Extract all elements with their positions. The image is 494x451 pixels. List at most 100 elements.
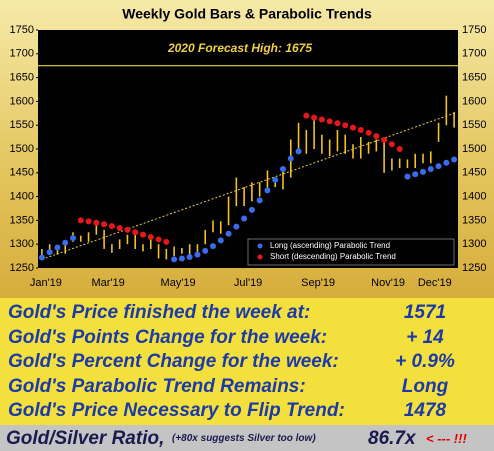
x-tick-label: May'19 <box>161 277 196 289</box>
parabolic-dot <box>77 217 84 224</box>
legend-marker <box>257 254 263 260</box>
y2-tick-label: 1350 <box>462 214 486 226</box>
parabolic-dot <box>54 244 61 251</box>
parabolic-dot <box>396 146 403 152</box>
parabolic-dot <box>412 171 419 178</box>
parabolic-dot <box>272 176 279 183</box>
legend-label: Long (ascending) Parabolic Trend <box>270 241 390 250</box>
y2-tick-label: 1250 <box>462 262 486 274</box>
parabolic-dot <box>38 254 45 261</box>
y-tick-label: 1350 <box>10 214 34 226</box>
ratio-note: (+80x suggests Silver too low) <box>172 433 316 444</box>
ratio-alert: < --- !!! <box>426 431 467 446</box>
parabolic-dot <box>202 247 209 254</box>
parabolic-dot <box>147 234 154 241</box>
plot-area <box>38 30 458 268</box>
parabolic-dot <box>124 226 131 233</box>
row-value: Long <box>401 375 449 397</box>
y2-tick-label: 1650 <box>462 72 486 84</box>
parabolic-dot <box>303 112 310 119</box>
parabolic-dot <box>132 229 139 236</box>
row-label: Gold's Points Change for the week: <box>8 326 328 348</box>
row-label: Gold's Price finished the week at: <box>8 302 311 323</box>
parabolic-dot <box>155 236 162 243</box>
y2-tick-label: 1400 <box>462 191 486 203</box>
parabolic-dot <box>46 249 53 256</box>
chart-panel: Weekly Gold Bars & Parabolic Trends 1250… <box>0 0 494 298</box>
x-tick-label: Jul'19 <box>234 277 262 289</box>
parabolic-dot <box>217 237 224 244</box>
legend-label: Short (descending) Parabolic Trend <box>270 252 396 261</box>
chart: Weekly Gold Bars & Parabolic Trends 1250… <box>10 6 487 289</box>
parabolic-dot <box>62 239 69 246</box>
ratio-value: 86.7x <box>368 428 416 449</box>
x-tick-label: Jan'19 <box>30 277 62 289</box>
row-label: Gold's Parabolic Trend Remains: <box>8 375 306 397</box>
parabolic-dot <box>342 122 349 129</box>
parabolic-dot <box>295 148 302 155</box>
parabolic-dot <box>334 120 341 127</box>
x-tick-label: Sep'19 <box>301 277 335 289</box>
parabolic-dot <box>248 206 255 213</box>
parabolic-dot <box>427 165 434 172</box>
x-tick-label: Nov'19 <box>371 277 405 289</box>
y-tick-label: 1400 <box>10 191 34 203</box>
parabolic-dot <box>163 238 170 245</box>
y-tick-label: 1750 <box>10 24 34 36</box>
row-value: + 0.9% <box>395 351 455 373</box>
y2-tick-label: 1500 <box>462 143 486 155</box>
parabolic-dot <box>388 141 395 148</box>
row-value: 1571 <box>403 302 447 323</box>
parabolic-dot <box>93 219 100 226</box>
parabolic-dot <box>101 221 108 228</box>
y-tick-label: 1600 <box>10 95 34 107</box>
parabolic-dot <box>256 197 263 204</box>
table-row: Gold's Percent Change for the week: + 0.9… <box>0 349 494 374</box>
parabolic-dot <box>264 187 271 194</box>
parabolic-dot <box>435 163 442 170</box>
y-tick-label: 1250 <box>10 262 34 274</box>
parabolic-dot <box>373 133 380 140</box>
parabolic-dot <box>233 223 240 230</box>
parabolic-dot <box>318 116 325 123</box>
parabolic-dot <box>186 254 193 261</box>
parabolic-dot <box>420 168 426 175</box>
chart-title: Weekly Gold Bars & Parabolic Trends <box>122 6 372 22</box>
forecast-label: 2020 Forecast High: 1675 <box>167 41 312 55</box>
parabolic-dot <box>108 223 115 230</box>
parabolic-dot <box>311 114 318 121</box>
parabolic-dot <box>210 243 216 250</box>
parabolic-dot <box>225 230 232 237</box>
parabolic-dot <box>241 215 248 222</box>
row-label: Gold's Percent Change for the week: <box>8 351 339 373</box>
parabolic-dot <box>404 173 411 180</box>
parabolic-dot <box>171 256 178 263</box>
table-row: Gold's Points Change for the week: + 14 <box>0 325 494 350</box>
parabolic-dot <box>365 129 372 136</box>
table-row: Gold's Price Necessary to Flip Trend: 147… <box>0 398 494 423</box>
y-tick-label: 1500 <box>10 143 34 155</box>
parabolic-dot <box>280 165 286 172</box>
row-value: + 14 <box>406 326 444 348</box>
ratio-label: Gold/Silver Ratio, <box>6 428 165 449</box>
parabolic-dot <box>140 231 146 238</box>
y2-tick-label: 1450 <box>462 167 486 179</box>
y2-tick-label: 1750 <box>462 24 486 36</box>
row-value: 1478 <box>403 400 447 422</box>
parabolic-dot <box>451 156 458 163</box>
y2-tick-label: 1550 <box>462 119 486 131</box>
legend-box <box>247 238 455 266</box>
y-tick-label: 1550 <box>10 119 34 131</box>
parabolic-dot <box>85 218 92 225</box>
row-label: Gold's Price Necessary to Flip Trend: <box>8 400 345 422</box>
y2-tick-label: 1300 <box>462 238 486 250</box>
parabolic-dot <box>381 136 388 143</box>
parabolic-dot <box>350 124 356 131</box>
y2-tick-label: 1600 <box>462 95 486 107</box>
y2-tick-label: 1700 <box>462 48 486 60</box>
table-row: Gold's Parabolic Trend Remains: Long <box>0 374 494 399</box>
parabolic-dot <box>287 155 294 162</box>
summary-table: Gold's Price finished the week at: 1571 Go… <box>0 298 494 425</box>
parabolic-dot <box>194 251 201 258</box>
